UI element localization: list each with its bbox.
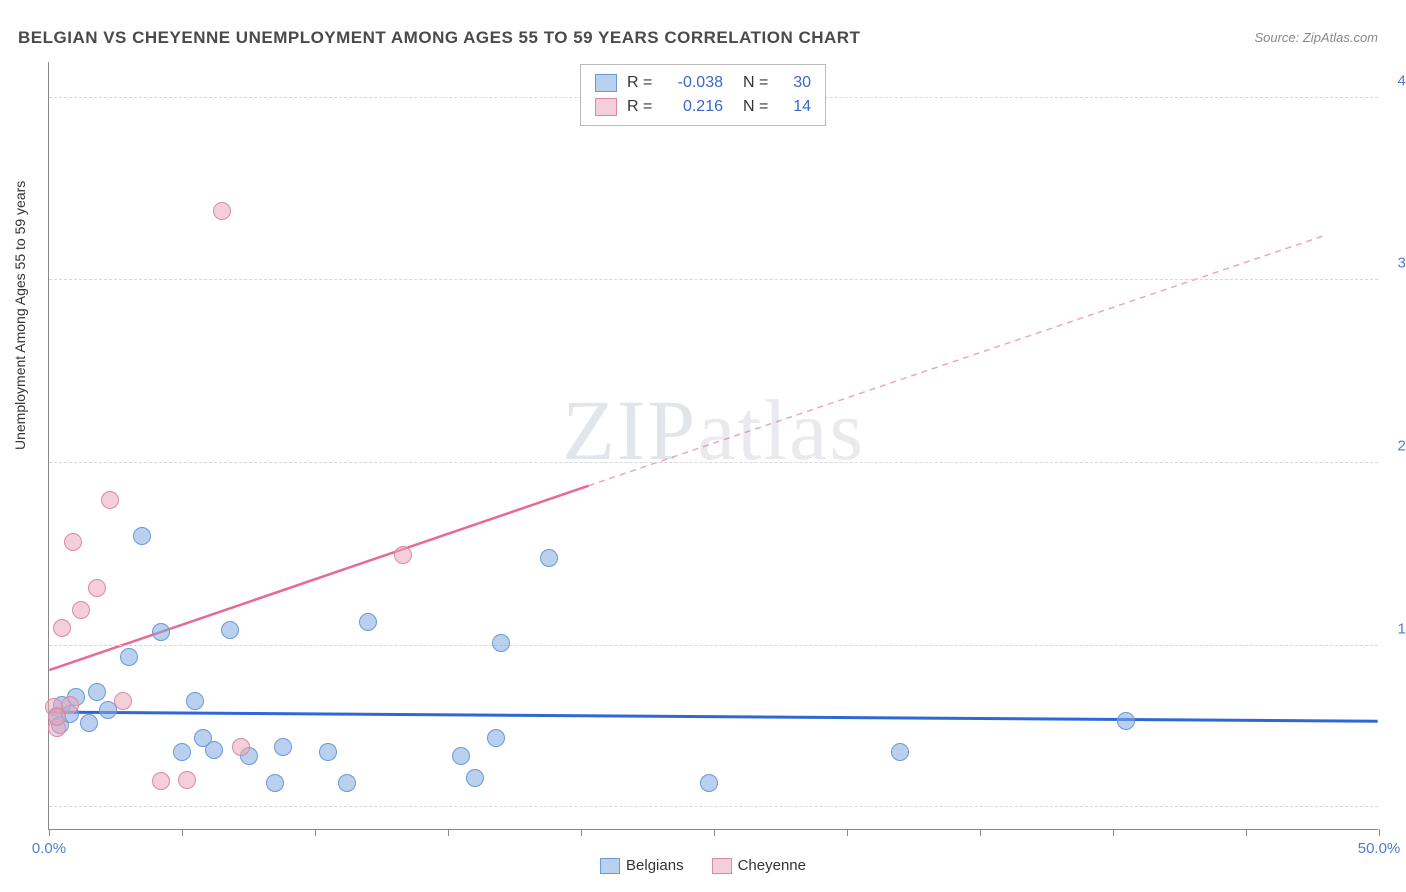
- data-point: [274, 738, 292, 756]
- data-point: [178, 771, 196, 789]
- data-point: [186, 692, 204, 710]
- x-tick: [1113, 829, 1114, 836]
- data-point: [452, 747, 470, 765]
- data-point: [540, 549, 558, 567]
- data-point: [394, 546, 412, 564]
- r-label: R =: [627, 95, 655, 119]
- data-point: [232, 738, 250, 756]
- data-point: [101, 491, 119, 509]
- data-point: [221, 621, 239, 639]
- data-point: [338, 774, 356, 792]
- n-value: 30: [781, 71, 811, 95]
- x-tick: [448, 829, 449, 836]
- chart-title: BELGIAN VS CHEYENNE UNEMPLOYMENT AMONG A…: [18, 28, 860, 48]
- data-point: [61, 696, 79, 714]
- data-point: [1117, 712, 1135, 730]
- data-point: [487, 729, 505, 747]
- data-point: [80, 714, 98, 732]
- data-point: [88, 579, 106, 597]
- data-point: [359, 613, 377, 631]
- x-tick-label: 50.0%: [1358, 840, 1401, 857]
- y-tick-label: 10.0%: [1385, 621, 1406, 638]
- legend-swatch: [595, 98, 617, 116]
- x-tick: [49, 829, 50, 836]
- legend-swatch: [712, 858, 732, 874]
- series-legend: Belgians Cheyenne: [600, 857, 806, 874]
- y-tick-label: 40.0%: [1385, 72, 1406, 89]
- x-tick: [182, 829, 183, 836]
- trend-lines: [49, 62, 1378, 829]
- r-value: 0.216: [665, 95, 723, 119]
- data-point: [205, 741, 223, 759]
- legend-item: Belgians: [600, 857, 684, 874]
- data-point: [64, 533, 82, 551]
- legend-label: Cheyenne: [738, 857, 806, 874]
- data-point: [99, 701, 117, 719]
- y-tick-label: 30.0%: [1385, 255, 1406, 272]
- grid-line: [49, 645, 1378, 646]
- data-point: [72, 601, 90, 619]
- x-tick: [1246, 829, 1247, 836]
- data-point: [53, 619, 71, 637]
- data-point: [891, 743, 909, 761]
- x-tick: [714, 829, 715, 836]
- data-point: [173, 743, 191, 761]
- x-tick: [1379, 829, 1380, 836]
- source-attribution: Source: ZipAtlas.com: [1254, 30, 1378, 45]
- r-label: R =: [627, 71, 655, 95]
- x-tick: [581, 829, 582, 836]
- legend-swatch: [595, 74, 617, 92]
- data-point: [492, 634, 510, 652]
- legend-swatch: [600, 858, 620, 874]
- data-point: [152, 772, 170, 790]
- correlation-legend: R = -0.038 N = 30 R = 0.216 N = 14: [580, 64, 826, 126]
- data-point: [319, 743, 337, 761]
- data-point: [266, 774, 284, 792]
- n-label: N =: [743, 71, 771, 95]
- watermark: ZIPatlas: [562, 380, 865, 480]
- grid-line: [49, 806, 1378, 807]
- x-tick: [315, 829, 316, 836]
- y-axis-label: Unemployment Among Ages 55 to 59 years: [12, 181, 28, 450]
- data-point: [213, 202, 231, 220]
- n-value: 14: [781, 95, 811, 119]
- watermark-zip: ZIP: [562, 382, 697, 478]
- legend-row: R = -0.038 N = 30: [595, 71, 811, 95]
- trend-line: [589, 235, 1325, 485]
- data-point: [88, 683, 106, 701]
- grid-line: [49, 462, 1378, 463]
- legend-row: R = 0.216 N = 14: [595, 95, 811, 119]
- r-value: -0.038: [665, 71, 723, 95]
- x-tick-label: 0.0%: [32, 840, 66, 857]
- x-tick: [847, 829, 848, 836]
- data-point: [700, 774, 718, 792]
- grid-line: [49, 279, 1378, 280]
- x-tick: [980, 829, 981, 836]
- watermark-atlas: atlas: [697, 382, 865, 478]
- plot-area: ZIPatlas 10.0%20.0%30.0%40.0%0.0%50.0%: [48, 62, 1378, 830]
- legend-item: Cheyenne: [712, 857, 806, 874]
- data-point: [133, 527, 151, 545]
- data-point: [114, 692, 132, 710]
- data-point: [466, 769, 484, 787]
- data-point: [120, 648, 138, 666]
- data-point: [152, 623, 170, 641]
- legend-label: Belgians: [626, 857, 684, 874]
- n-label: N =: [743, 95, 771, 119]
- y-tick-label: 20.0%: [1385, 438, 1406, 455]
- trend-line: [49, 712, 1377, 721]
